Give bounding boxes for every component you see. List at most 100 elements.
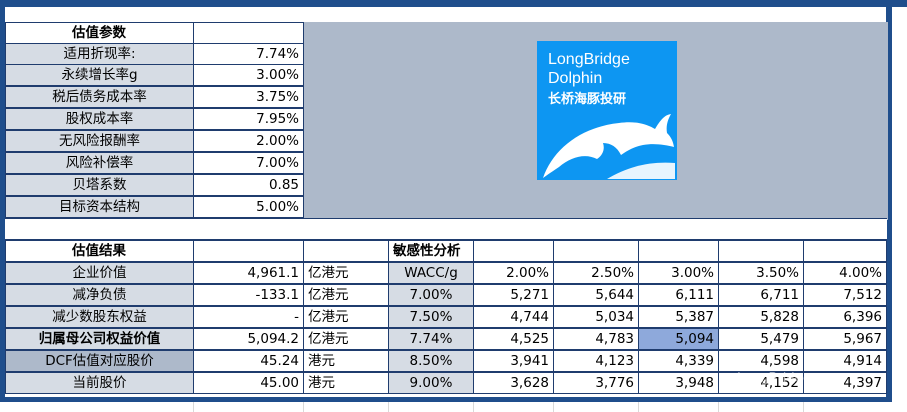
dolphin-icon [543, 114, 675, 179]
sensitivity-cell[interactable]: 5,828 [718, 306, 804, 328]
wacc-value[interactable]: 7.00% [388, 284, 474, 306]
result-value[interactable]: - [193, 306, 304, 328]
top-border [0, 0, 907, 7]
sensitivity-cell[interactable]: 4,152 [718, 372, 804, 394]
bottom-border [0, 397, 892, 402]
wacc-value[interactable]: 7.74% [388, 328, 474, 350]
result-unit[interactable]: 亿港元 [303, 284, 389, 306]
gridline [193, 402, 194, 412]
result-label[interactable]: 归属母公司权益价值 [5, 328, 194, 350]
result-unit[interactable]: 亿港元 [303, 306, 389, 328]
g-value-header[interactable]: 2.00% [473, 262, 554, 284]
sensitivity-cell[interactable]: 3,948 [638, 372, 719, 394]
valuation-params-header[interactable]: 估值参数 [5, 22, 194, 44]
gridline [803, 402, 804, 412]
sensitivity-cell[interactable]: 5,644 [553, 284, 639, 306]
result-value[interactable]: 4,961.1 [193, 262, 304, 284]
empty-cell[interactable] [473, 240, 554, 262]
sensitivity-cell[interactable]: 3,941 [473, 350, 554, 372]
param-label[interactable]: 适用折现率: [5, 43, 194, 65]
wacc-value[interactable]: 9.00% [388, 372, 474, 394]
sensitivity-cell[interactable]: 7,512 [803, 284, 887, 306]
result-label[interactable]: DCF估值对应股价 [5, 350, 194, 372]
param-value[interactable]: 7.95% [193, 108, 304, 130]
sensitivity-cell[interactable]: 4,397 [803, 372, 887, 394]
empty-cell[interactable] [638, 240, 719, 262]
result-value[interactable]: -133.1 [193, 284, 304, 306]
empty-cell[interactable] [303, 240, 389, 262]
param-value[interactable]: 7.00% [193, 152, 304, 174]
sensitivity-cell[interactable]: 3,628 [473, 372, 554, 394]
sensitivity-cell[interactable]: 4,598 [718, 350, 804, 372]
g-value-header[interactable]: 3.50% [718, 262, 804, 284]
sensitivity-cell[interactable]: 4,783 [553, 328, 639, 350]
left-border [0, 7, 5, 397]
spacer-row [5, 218, 887, 240]
result-label[interactable]: 企业价值 [5, 262, 194, 284]
param-value[interactable]: 7.74% [193, 43, 304, 65]
result-value[interactable]: 45.00 [193, 372, 304, 394]
sensitivity-cell[interactable]: 4,744 [473, 306, 554, 328]
empty-cell[interactable] [193, 22, 304, 44]
param-value[interactable]: 3.00% [193, 64, 304, 86]
sensitivity-cell[interactable]: 6,711 [718, 284, 804, 306]
right-border [886, 7, 892, 397]
gridline [638, 402, 639, 412]
sensitivity-cell[interactable]: 3,776 [553, 372, 639, 394]
result-value[interactable]: 5,094.2 [193, 328, 304, 350]
gridline [473, 402, 474, 412]
logo-text-line2: Dolphin [548, 70, 603, 87]
param-value[interactable]: 5.00% [193, 196, 304, 218]
param-label[interactable]: 股权成本率 [5, 108, 194, 130]
param-label[interactable]: 无风险报酬率 [5, 130, 194, 152]
gridline [303, 402, 304, 412]
g-value-header[interactable]: 4.00% [803, 262, 887, 284]
valuation-results-header[interactable]: 估值结果 [5, 240, 194, 262]
sensitivity-cell[interactable]: 5,034 [553, 306, 639, 328]
logo-text-line3: 长桥海豚投研 [548, 92, 627, 107]
sensitivity-cell-highlighted[interactable]: 5,094 [638, 328, 719, 350]
wacc-value[interactable]: 8.50% [388, 350, 474, 372]
logo-text-line1: LongBridge [548, 51, 630, 68]
empty-cell[interactable] [553, 240, 639, 262]
gridline [388, 402, 389, 412]
sensitivity-cell[interactable]: 4,339 [638, 350, 719, 372]
param-label[interactable]: 永续增长率g [5, 64, 194, 86]
sensitivity-cell[interactable]: 5,967 [803, 328, 887, 350]
empty-cell[interactable] [718, 240, 804, 262]
result-label[interactable]: 当前股价 [5, 372, 194, 394]
g-value-header[interactable]: 3.00% [638, 262, 719, 284]
param-value[interactable]: 2.00% [193, 130, 304, 152]
result-unit[interactable]: 港元 [303, 372, 389, 394]
result-label[interactable]: 减净负债 [5, 284, 194, 306]
wacc-value[interactable]: 7.50% [388, 306, 474, 328]
sensitivity-cell[interactable]: 5,479 [718, 328, 804, 350]
param-label[interactable]: 税后债务成本率 [5, 86, 194, 108]
result-value[interactable]: 45.24 [193, 350, 304, 372]
sensitivity-cell[interactable]: 5,271 [473, 284, 554, 306]
result-label[interactable]: 减少数股东权益 [5, 306, 194, 328]
result-unit[interactable]: 港元 [303, 350, 389, 372]
sensitivity-header[interactable]: 敏感性分析 [388, 240, 474, 262]
sensitivity-cell[interactable]: 4,123 [553, 350, 639, 372]
gridline [553, 402, 554, 412]
sensitivity-cell[interactable]: 6,111 [638, 284, 719, 306]
result-unit[interactable]: 亿港元 [303, 262, 389, 284]
sensitivity-cell[interactable]: 4,525 [473, 328, 554, 350]
sensitivity-cell[interactable]: 4,914 [803, 350, 887, 372]
sensitivity-corner[interactable]: WACC/g [388, 262, 474, 284]
sensitivity-cell[interactable]: 5,387 [638, 306, 719, 328]
sensitivity-cell[interactable]: 6,396 [803, 306, 887, 328]
longbridge-dolphin-logo: LongBridge Dolphin 长桥海豚投研 [537, 41, 677, 180]
param-label[interactable]: 目标资本结构 [5, 196, 194, 218]
g-value-header[interactable]: 2.50% [553, 262, 639, 284]
gridline [718, 402, 719, 412]
param-value[interactable]: 3.75% [193, 86, 304, 108]
param-value[interactable]: 0.85 [193, 174, 304, 196]
empty-cell[interactable] [803, 240, 887, 262]
watermark-text: LongBridge [737, 371, 811, 386]
param-label[interactable]: 风险补偿率 [5, 152, 194, 174]
param-label[interactable]: 贝塔系数 [5, 174, 194, 196]
result-unit[interactable]: 亿港元 [303, 328, 389, 350]
empty-cell[interactable] [193, 240, 304, 262]
